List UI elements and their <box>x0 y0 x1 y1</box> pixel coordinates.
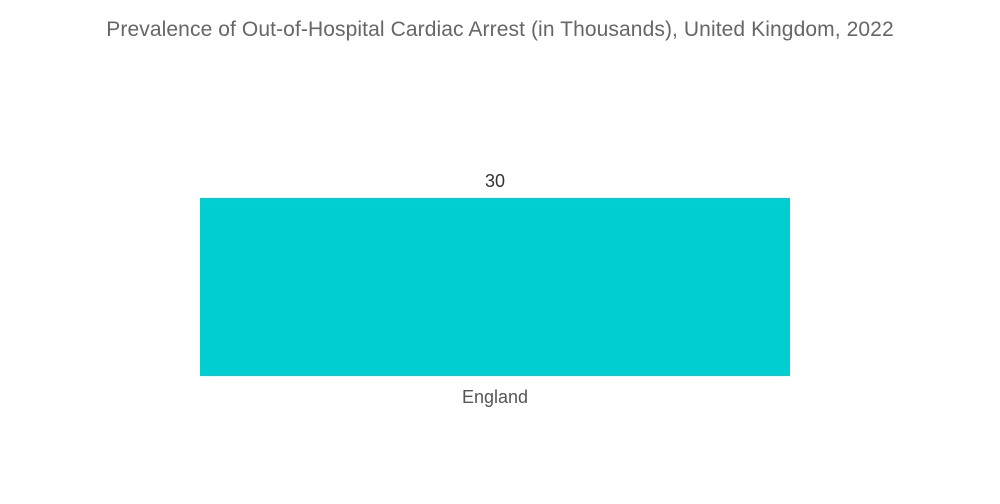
x-tick-label: England <box>462 387 528 407</box>
data-label: 30 <box>485 171 505 191</box>
chart-title: Prevalence of Out-of-Hospital Cardiac Ar… <box>106 18 894 41</box>
bars-layer: 30 England <box>200 171 790 407</box>
bar-england <box>200 198 790 376</box>
